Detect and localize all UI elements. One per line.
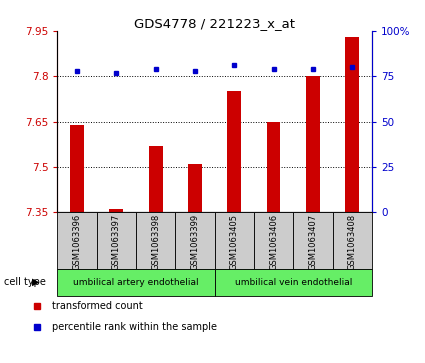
Bar xyxy=(215,212,254,269)
Text: GSM1063398: GSM1063398 xyxy=(151,214,160,270)
Bar xyxy=(215,269,372,296)
Text: umbilical vein endothelial: umbilical vein endothelial xyxy=(235,278,352,287)
Bar xyxy=(227,91,241,212)
Title: GDS4778 / 221223_x_at: GDS4778 / 221223_x_at xyxy=(134,17,295,30)
Bar xyxy=(332,212,372,269)
Bar xyxy=(136,212,175,269)
Bar xyxy=(346,37,359,212)
Text: GSM1063405: GSM1063405 xyxy=(230,214,239,270)
Bar xyxy=(57,212,96,269)
Text: GSM1063397: GSM1063397 xyxy=(112,214,121,270)
Bar xyxy=(175,212,215,269)
Bar xyxy=(149,146,162,212)
Bar xyxy=(96,212,136,269)
Text: GSM1063407: GSM1063407 xyxy=(309,214,317,270)
Bar xyxy=(267,122,280,212)
Text: umbilical artery endothelial: umbilical artery endothelial xyxy=(73,278,199,287)
Bar xyxy=(188,164,202,212)
Bar xyxy=(57,269,215,296)
Text: percentile rank within the sample: percentile rank within the sample xyxy=(52,322,217,332)
Text: GSM1063406: GSM1063406 xyxy=(269,214,278,270)
Bar xyxy=(293,212,332,269)
Text: GSM1063408: GSM1063408 xyxy=(348,214,357,270)
Text: GSM1063396: GSM1063396 xyxy=(73,214,82,270)
Bar xyxy=(306,76,320,212)
Text: GSM1063399: GSM1063399 xyxy=(190,214,199,270)
Text: cell type: cell type xyxy=(4,277,46,287)
Bar xyxy=(110,209,123,212)
Text: transformed count: transformed count xyxy=(52,301,143,311)
Bar xyxy=(70,125,84,212)
Bar xyxy=(254,212,293,269)
Text: ▶: ▶ xyxy=(32,277,40,287)
